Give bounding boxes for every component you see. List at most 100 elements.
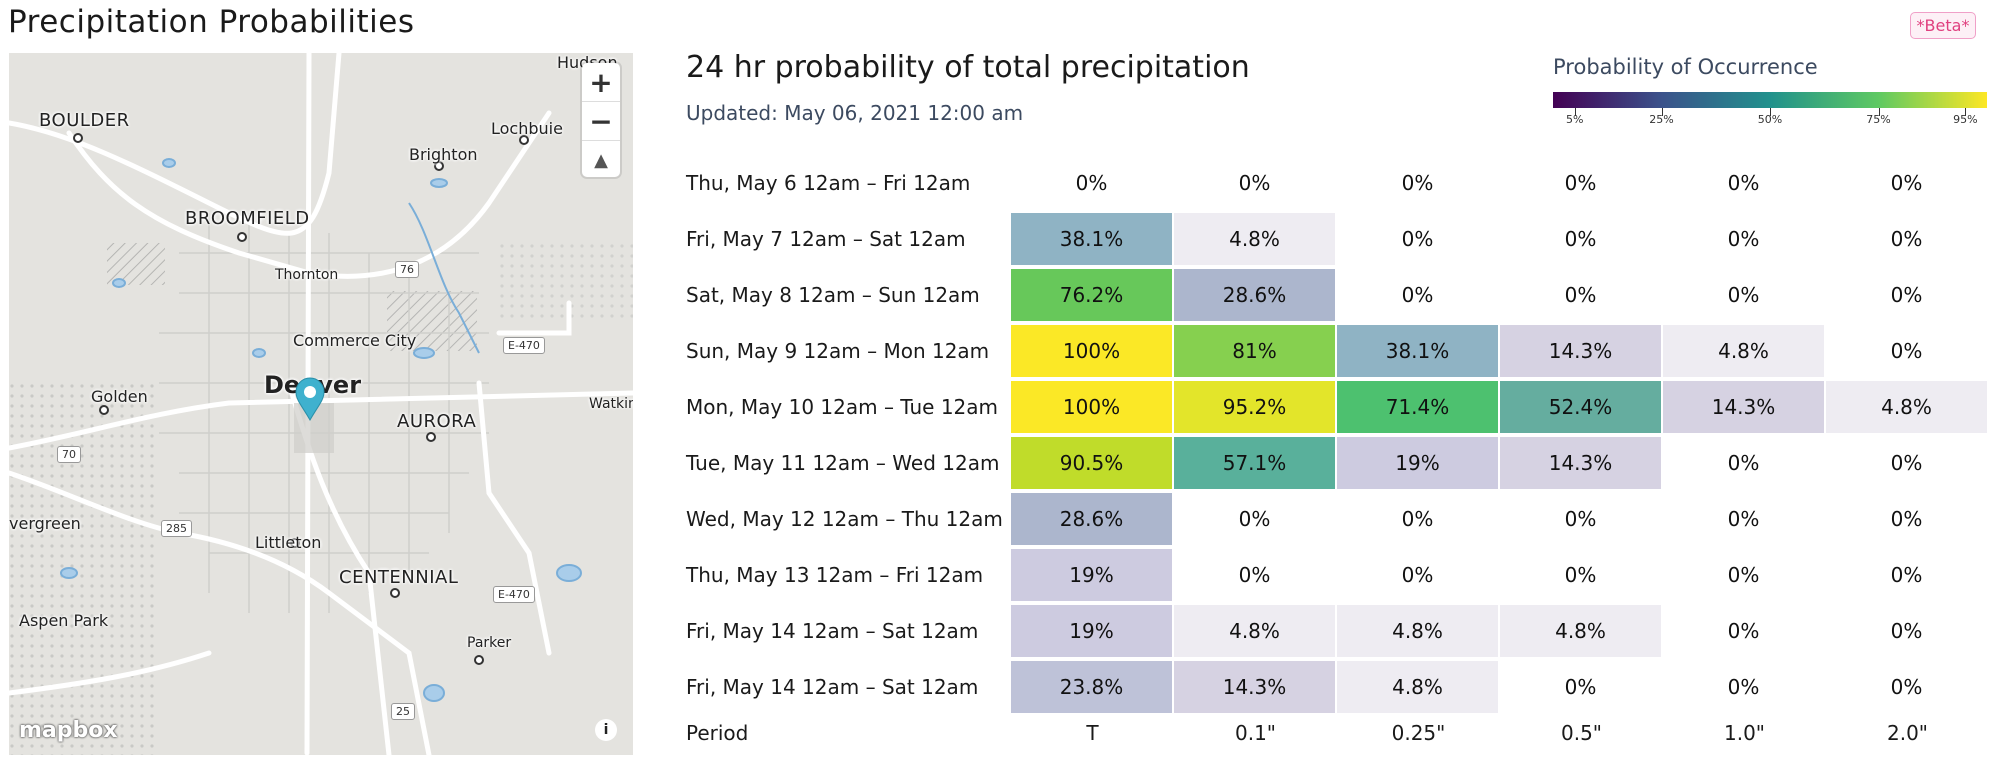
map-zoom-controls: + − ▲ <box>582 63 620 177</box>
threshold-column-header: T <box>1086 721 1099 745</box>
probability-cell: 0% <box>1826 325 1987 377</box>
map-label-centennial: CENTENNIAL <box>339 567 459 588</box>
map-label-watkins: Watkin <box>589 396 633 412</box>
probability-cell: 71.4% <box>1337 381 1498 433</box>
probability-cell: 4.8% <box>1174 213 1335 265</box>
map-label-brighton: Brighton <box>409 145 478 164</box>
location-pin-icon[interactable] <box>294 376 326 422</box>
probability-cell: 28.6% <box>1011 493 1172 545</box>
probability-cell: 4.8% <box>1500 605 1661 657</box>
map-basemap <box>9 53 633 755</box>
legend-tick-label: 25% <box>1649 113 1674 126</box>
highway-shield-e470-south: E-470 <box>493 586 535 603</box>
threshold-column-header: 0.1" <box>1234 721 1276 745</box>
probability-cell: 0% <box>1663 493 1824 545</box>
map-view[interactable]: BOULDER BROOMFIELD Thornton Commerce Cit… <box>9 53 633 755</box>
period-column-header: Period <box>686 721 749 745</box>
probability-cell: 100% <box>1011 325 1172 377</box>
probability-cell: 38.1% <box>1337 325 1498 377</box>
table-row: Fri, May 14 12am – Sat 12am 23.8% 14.3% 4.8… <box>686 661 1990 713</box>
probability-cell: 0% <box>1500 269 1661 321</box>
threshold-column-header: 1.0" <box>1723 721 1765 745</box>
probability-cell: 0% <box>1337 549 1498 601</box>
period-label: Fri, May 14 12am – Sat 12am <box>686 675 979 699</box>
probability-cell: 0% <box>1826 269 1987 321</box>
probability-cell: 0% <box>1663 269 1824 321</box>
probability-cell: 4.8% <box>1337 661 1498 713</box>
probability-cell: 0% <box>1337 157 1498 209</box>
map-label-golden: Golden <box>91 387 148 406</box>
legend-tick-label: 5% <box>1565 113 1584 126</box>
compass-reset-button[interactable]: ▲ <box>594 149 608 171</box>
highway-shield-e470-north: E-470 <box>503 337 545 354</box>
probability-cell: 0% <box>1663 213 1824 265</box>
mapbox-logo: mapbox <box>19 718 118 743</box>
probability-cell: 0% <box>1826 661 1987 713</box>
probability-cell: 57.1% <box>1174 437 1335 489</box>
table-row: Fri, May 7 12am – Sat 12am 38.1% 4.8% 0% 0% 0… <box>686 213 1990 265</box>
probability-cell: 0% <box>1337 493 1498 545</box>
threshold-column-header: 0.5" <box>1560 721 1602 745</box>
period-label: Sat, May 8 12am – Sun 12am <box>686 283 980 307</box>
highway-shield-76: 76 <box>395 261 419 278</box>
table-row: Mon, May 10 12am – Tue 12am 100% 95.2% 71.4… <box>686 381 1990 433</box>
probability-cell: 0% <box>1826 213 1987 265</box>
probability-cell: 4.8% <box>1174 605 1335 657</box>
probability-cell: 0% <box>1826 437 1987 489</box>
period-label: Tue, May 11 12am – Wed 12am <box>686 451 1000 475</box>
map-label-evergreen: vergreen <box>9 514 81 533</box>
threshold-column-header: 2.0" <box>1886 721 1928 745</box>
probability-cell: 0% <box>1826 157 1987 209</box>
legend-tick-mark <box>1661 108 1663 116</box>
probability-cell: 0% <box>1174 157 1335 209</box>
probability-cell: 0% <box>1337 213 1498 265</box>
table-row: Sat, May 8 12am – Sun 12am 76.2% 28.6% 0% 0%… <box>686 269 1990 321</box>
zoom-in-button[interactable]: + <box>582 63 620 102</box>
map-label-broomfield: BROOMFIELD <box>185 208 310 229</box>
legend-tick-mark <box>1770 108 1771 116</box>
probability-cell: 0% <box>1663 437 1824 489</box>
legend-tick-mark <box>1878 108 1880 116</box>
period-label: Thu, May 6 12am – Fri 12am <box>686 171 971 195</box>
legend-tick-mark <box>1965 108 1967 116</box>
probability-cell: 14.3% <box>1663 381 1824 433</box>
page-title: Precipitation Probabilities <box>8 4 415 40</box>
probability-cell: 19% <box>1337 437 1498 489</box>
probability-cell: 95.2% <box>1174 381 1335 433</box>
attribution-info-icon[interactable]: i <box>595 719 617 741</box>
legend-colorbar <box>1553 92 1987 108</box>
table-row: Wed, May 12 12am – Thu 12am 28.6% 0% 0% 0% 0%… <box>686 493 1990 545</box>
probability-cell: 14.3% <box>1174 661 1335 713</box>
probability-cell: 23.8% <box>1011 661 1172 713</box>
zoom-out-button[interactable]: − <box>582 102 620 141</box>
map-label-commerce-city: Commerce City <box>293 331 417 350</box>
highway-shield-25: 25 <box>391 703 415 720</box>
threshold-column-header: 0.25" <box>1391 721 1446 745</box>
period-label: Sun, May 9 12am – Mon 12am <box>686 339 990 363</box>
period-label: Mon, May 10 12am – Tue 12am <box>686 395 999 419</box>
probability-cell: 90.5% <box>1011 437 1172 489</box>
legend-title: Probability of Occurrence <box>1553 55 1818 79</box>
table-row: Fri, May 14 12am – Sat 12am 19% 4.8% 4.8% 4.… <box>686 605 1990 657</box>
table-row: Thu, May 13 12am – Fri 12am 19% 0% 0% 0% 0% 0% <box>686 549 1990 601</box>
probability-cell: 0% <box>1174 549 1335 601</box>
probability-cell: 0% <box>1174 493 1335 545</box>
probability-cell: 0% <box>1500 549 1661 601</box>
period-label: Thu, May 13 12am – Fri 12am <box>686 563 984 587</box>
legend-tick-label: 75% <box>1866 113 1891 126</box>
table-row: Sun, May 9 12am – Mon 12am 100% 81% 38.1% 14… <box>686 325 1990 377</box>
probability-cell: 38.1% <box>1011 213 1172 265</box>
probability-cell: 14.3% <box>1500 325 1661 377</box>
probability-cell: 0% <box>1500 493 1661 545</box>
probability-cell: 0% <box>1500 213 1661 265</box>
probability-cell: 76.2% <box>1011 269 1172 321</box>
legend-tick-label: 95% <box>1953 113 1978 126</box>
probability-cell: 0% <box>1826 493 1987 545</box>
probability-cell: 0% <box>1500 661 1661 713</box>
beta-badge: *Beta* <box>1910 12 1976 39</box>
probability-cell: 81% <box>1174 325 1335 377</box>
probability-cell: 19% <box>1011 549 1172 601</box>
highway-shield-70: 70 <box>57 446 81 463</box>
updated-timestamp: Updated: May 06, 2021 12:00 am <box>686 101 1024 125</box>
period-label: Fri, May 14 12am – Sat 12am <box>686 619 979 643</box>
